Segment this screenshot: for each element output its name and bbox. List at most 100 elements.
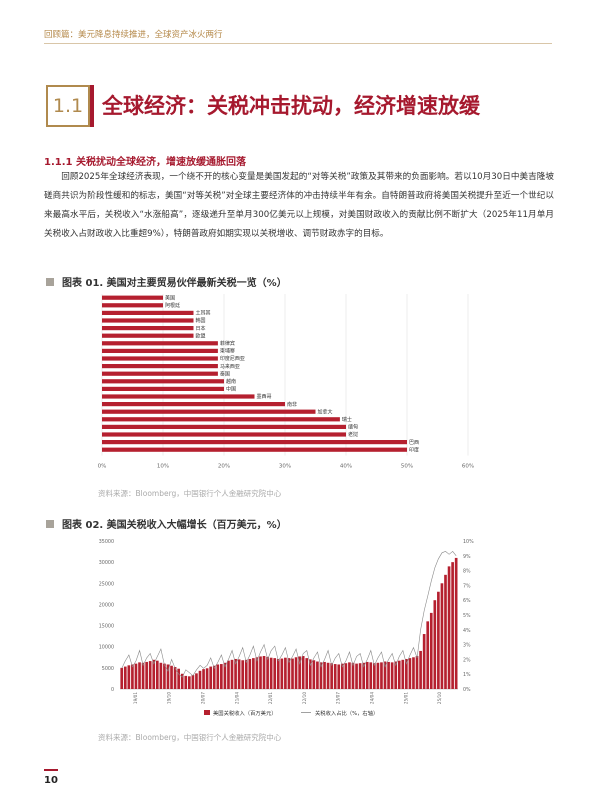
bar-label: 日本	[196, 325, 206, 332]
bar-label: 菲律宾	[220, 340, 235, 347]
subsection-title: 1.1.1 关税扰动全球经济，增速放缓通胀回落	[44, 157, 246, 168]
tariff-bar	[276, 658, 280, 689]
right-axis-tick: 0%	[463, 687, 471, 693]
x-tick-label: 30%	[279, 464, 291, 470]
bar-老挝	[102, 432, 346, 437]
tariff-bar	[340, 663, 344, 689]
bar-label: 巴西	[409, 440, 419, 446]
x-tick-label: 60%	[462, 464, 474, 470]
bar-label: 印度	[409, 446, 419, 453]
bar-label: 土耳其	[196, 310, 211, 317]
tariff-bar	[348, 662, 351, 689]
tariff-bar	[426, 621, 430, 689]
tariff-bar	[422, 634, 426, 689]
tariff-bar	[131, 664, 134, 689]
bar-label: 加拿大	[318, 408, 333, 415]
x-tick-label: 50%	[401, 464, 413, 470]
right-axis-tick: 8%	[463, 569, 471, 575]
tariff-bar	[394, 661, 398, 689]
tariff-bar	[138, 662, 141, 689]
tariff-bar	[223, 662, 227, 689]
tariff-bar	[188, 676, 191, 689]
tariff-bar	[305, 658, 309, 689]
tariff-bar	[355, 663, 358, 689]
bar-label: 柬埔寨	[220, 348, 235, 355]
tariff-bar	[380, 662, 383, 689]
tariff-bar	[216, 664, 220, 689]
bar-土耳其	[102, 310, 194, 315]
left-axis-tick: 30000	[99, 560, 114, 566]
tariff-bar	[202, 669, 205, 689]
tariff-bar	[284, 657, 287, 689]
tariff-bar	[405, 658, 408, 689]
bar-label: 泰国	[220, 370, 230, 377]
page-number-accent	[44, 769, 58, 771]
body-paragraph: 回顾2025年全球经济表现，一个绕不开的核心变量是美国发起的“对等关税”政策及其…	[44, 172, 554, 239]
x-tick-label: 22/10	[302, 692, 307, 704]
bar-label: 越南	[226, 378, 236, 385]
header-divider	[44, 43, 552, 44]
tariff-bar	[437, 591, 440, 689]
tariff-bar	[198, 670, 202, 689]
tariff-bar	[155, 660, 159, 689]
x-tick-label: 23/07	[336, 692, 341, 704]
tariff-bar	[177, 668, 180, 689]
tariff-bar	[330, 663, 333, 689]
tariff-bar	[362, 662, 365, 689]
tariff-bar	[123, 666, 127, 689]
tariff-bar	[141, 662, 145, 689]
figure1-chart: 0% 10% 20% 30% 40% 50% 60% 美国阿根廷土耳其韩国日本欧盟菲律宾柬埔寨…	[98, 294, 474, 470]
left-axis-tick: 35000	[99, 539, 114, 545]
x-tick-label: 0%	[98, 464, 107, 470]
tariff-bar	[408, 658, 412, 689]
tariff-bar	[134, 663, 138, 689]
tariff-bar	[237, 659, 241, 689]
x-tick-label: 40%	[340, 464, 352, 470]
figure2-chart: 0 5000 10000 15000 20000 25000 30000 35000 0% 1% 2…	[99, 539, 474, 717]
tariff-bar	[369, 662, 373, 689]
bar-马来西亚	[102, 364, 218, 369]
bar-label: 韩国	[196, 317, 206, 324]
tariff-bar	[259, 656, 262, 689]
tariff-bar	[444, 574, 447, 689]
bar-label: 印度尼西亚	[220, 355, 245, 362]
tariff-bar	[415, 656, 419, 689]
right-axis-tick: 7%	[463, 583, 471, 589]
section-number-box: 1.1	[46, 85, 90, 127]
bar-label: 老挝	[348, 431, 358, 438]
tariff-bar	[148, 661, 152, 689]
tariff-bar	[294, 657, 298, 689]
header-title: 回顾篇：美元降息持续推进，全球资产冰火两行	[44, 30, 223, 40]
tariff-bar	[173, 667, 177, 689]
tariff-bar	[269, 657, 273, 689]
right-axis-tick: 1%	[463, 672, 471, 678]
x-tick-label: 19/10	[167, 692, 172, 704]
tariff-bar	[212, 665, 216, 689]
bar-巴西	[102, 440, 407, 445]
tariff-bar	[248, 658, 252, 689]
left-axis-tick: 5000	[102, 666, 114, 672]
bar-瑞士	[102, 417, 340, 422]
bar-日本	[102, 326, 194, 331]
tariff-bar	[220, 664, 223, 689]
tariff-bar	[166, 664, 170, 689]
bar-label: 中国	[226, 386, 236, 393]
left-axis-tick: 25000	[99, 581, 114, 587]
bar-加拿大	[102, 409, 316, 414]
left-axis-tick: 15000	[99, 624, 114, 630]
x-tick-label: 10%	[157, 464, 169, 470]
right-axis-tick: 5%	[463, 613, 471, 619]
tariff-bar	[230, 659, 234, 689]
bar-越南	[102, 379, 224, 384]
bar-label: 墨西哥	[257, 394, 272, 400]
x-tick-label: 20%	[218, 464, 230, 470]
tariff-bar	[241, 660, 245, 689]
tariff-bar	[344, 663, 348, 689]
tariff-bar	[412, 657, 415, 689]
bar-韩国	[102, 318, 194, 323]
tariff-bar	[419, 650, 422, 689]
tariff-bar	[287, 658, 291, 689]
tariff-bar	[255, 657, 259, 689]
right-axis-tick: 6%	[463, 598, 471, 604]
x-tick-label: 25/10	[437, 692, 442, 704]
